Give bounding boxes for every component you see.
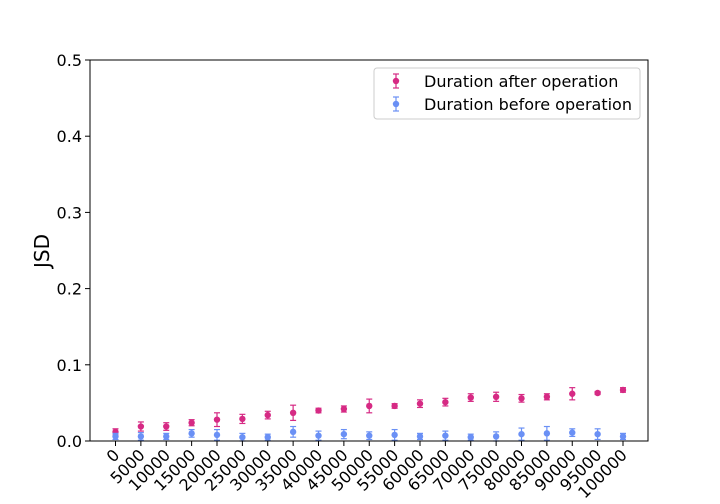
data-point <box>391 431 398 439</box>
data-point <box>492 393 500 401</box>
data-point <box>594 430 601 438</box>
data-point <box>163 433 170 440</box>
data-point <box>315 407 322 414</box>
data-point <box>619 386 627 394</box>
y-tick-label: 0.3 <box>57 203 82 222</box>
data-point <box>518 430 525 438</box>
data-point <box>239 433 246 441</box>
data-point <box>416 433 424 440</box>
data-point <box>163 423 170 430</box>
legend-marker <box>392 77 400 85</box>
data-point <box>619 433 627 440</box>
y-tick-label: 0.5 <box>57 51 82 70</box>
data-point <box>188 419 195 426</box>
data-point <box>340 405 348 413</box>
data-point <box>264 433 271 441</box>
data-point <box>213 416 221 423</box>
y-tick-label: 0.4 <box>57 127 82 146</box>
data-point <box>289 428 297 436</box>
data-point <box>492 433 500 440</box>
legend-box <box>373 67 641 120</box>
data-point <box>366 432 373 439</box>
legend-label: Duration after operation <box>424 72 618 91</box>
legend: Duration after operation Duration before … <box>373 67 641 120</box>
data-point <box>366 402 373 410</box>
data-point <box>416 400 424 407</box>
data-point <box>239 415 246 423</box>
data-point <box>112 433 119 440</box>
data-point <box>188 430 195 437</box>
data-point <box>391 402 398 410</box>
data-point <box>137 433 145 440</box>
legend-label: Duration before operation <box>424 95 632 114</box>
data-point <box>340 430 348 438</box>
data-point <box>442 432 449 439</box>
data-point <box>543 430 551 437</box>
y-axis-label: JSD <box>30 234 54 270</box>
data-point <box>569 429 576 436</box>
data-point <box>569 390 576 397</box>
data-point <box>467 433 474 441</box>
data-point <box>315 432 322 439</box>
data-point <box>264 411 271 419</box>
data-point <box>518 395 525 402</box>
y-tick-label: 0.0 <box>57 432 82 451</box>
data-point <box>543 393 551 401</box>
y-tick-label: 0.1 <box>57 356 82 375</box>
y-tick-label: 0.2 <box>57 280 82 299</box>
data-point <box>467 394 474 401</box>
legend-marker <box>392 100 400 108</box>
data-point <box>289 409 297 417</box>
data-point <box>594 389 601 397</box>
data-point <box>137 423 145 430</box>
data-point <box>213 431 221 439</box>
data-point <box>442 398 449 406</box>
